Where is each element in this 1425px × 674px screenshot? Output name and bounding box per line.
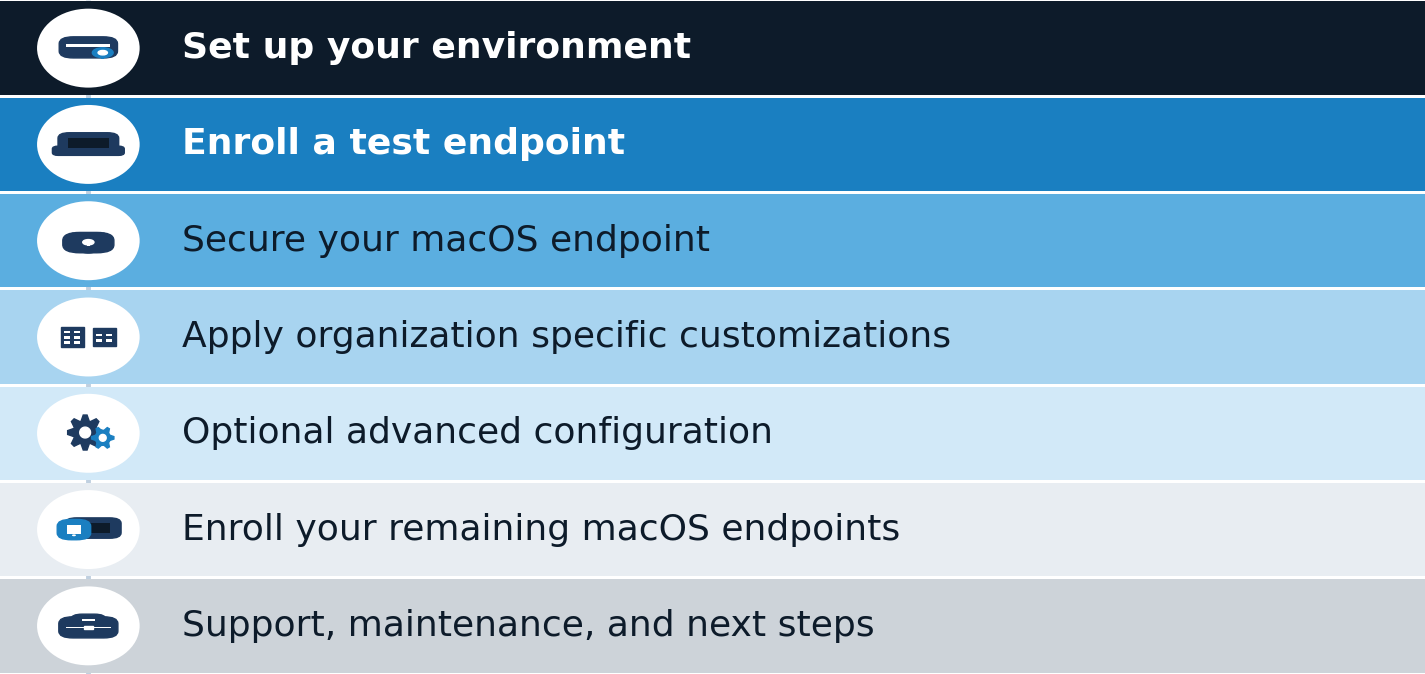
Text: Secure your macOS endpoint: Secure your macOS endpoint — [182, 224, 711, 257]
Bar — [84, 626, 93, 629]
Bar — [64, 336, 70, 338]
Bar — [93, 534, 97, 536]
FancyBboxPatch shape — [63, 233, 114, 253]
Circle shape — [93, 48, 113, 57]
Bar — [64, 341, 70, 344]
Bar — [64, 330, 70, 333]
Bar — [67, 525, 81, 534]
Polygon shape — [100, 435, 107, 441]
Bar — [0, 579, 1425, 673]
Text: Enroll your remaining macOS endpoints: Enroll your remaining macOS endpoints — [182, 512, 901, 547]
Ellipse shape — [37, 202, 140, 280]
Polygon shape — [80, 427, 91, 438]
Ellipse shape — [37, 9, 140, 88]
Polygon shape — [67, 415, 103, 450]
Bar — [105, 339, 111, 342]
FancyBboxPatch shape — [71, 614, 105, 625]
Bar — [68, 137, 108, 148]
Bar — [87, 243, 90, 245]
Bar — [76, 523, 110, 533]
FancyBboxPatch shape — [60, 37, 117, 58]
FancyBboxPatch shape — [57, 520, 91, 540]
Bar — [105, 334, 111, 336]
Text: Apply organization specific customizations: Apply organization specific customizatio… — [182, 320, 952, 354]
Polygon shape — [91, 427, 114, 448]
Bar — [74, 330, 80, 333]
FancyBboxPatch shape — [58, 133, 118, 153]
Ellipse shape — [37, 297, 140, 377]
FancyBboxPatch shape — [53, 146, 124, 156]
Ellipse shape — [37, 394, 140, 472]
Text: Optional advanced configuration: Optional advanced configuration — [182, 417, 774, 450]
FancyBboxPatch shape — [58, 617, 118, 638]
Bar — [93, 328, 115, 346]
FancyBboxPatch shape — [66, 518, 121, 539]
Ellipse shape — [37, 586, 140, 665]
Bar — [97, 334, 103, 336]
Bar — [0, 194, 1425, 287]
Bar — [0, 483, 1425, 576]
Bar — [61, 327, 84, 347]
Bar — [104, 57, 107, 58]
Circle shape — [98, 51, 107, 55]
Bar — [101, 52, 104, 59]
Bar — [104, 56, 105, 57]
Ellipse shape — [37, 490, 140, 569]
Circle shape — [71, 534, 76, 537]
Bar — [0, 290, 1425, 384]
Bar — [0, 1, 1425, 95]
Text: Support, maintenance, and next steps: Support, maintenance, and next steps — [182, 609, 875, 643]
Bar — [74, 341, 80, 344]
Circle shape — [83, 239, 94, 245]
Bar — [66, 627, 111, 628]
Bar — [74, 336, 80, 338]
Bar — [0, 98, 1425, 191]
Bar — [67, 44, 110, 47]
Text: Enroll a test endpoint: Enroll a test endpoint — [182, 127, 626, 162]
Bar — [97, 339, 103, 342]
Text: Set up your environment: Set up your environment — [182, 31, 691, 65]
Bar — [0, 387, 1425, 480]
Ellipse shape — [37, 105, 140, 184]
Bar — [83, 619, 94, 621]
